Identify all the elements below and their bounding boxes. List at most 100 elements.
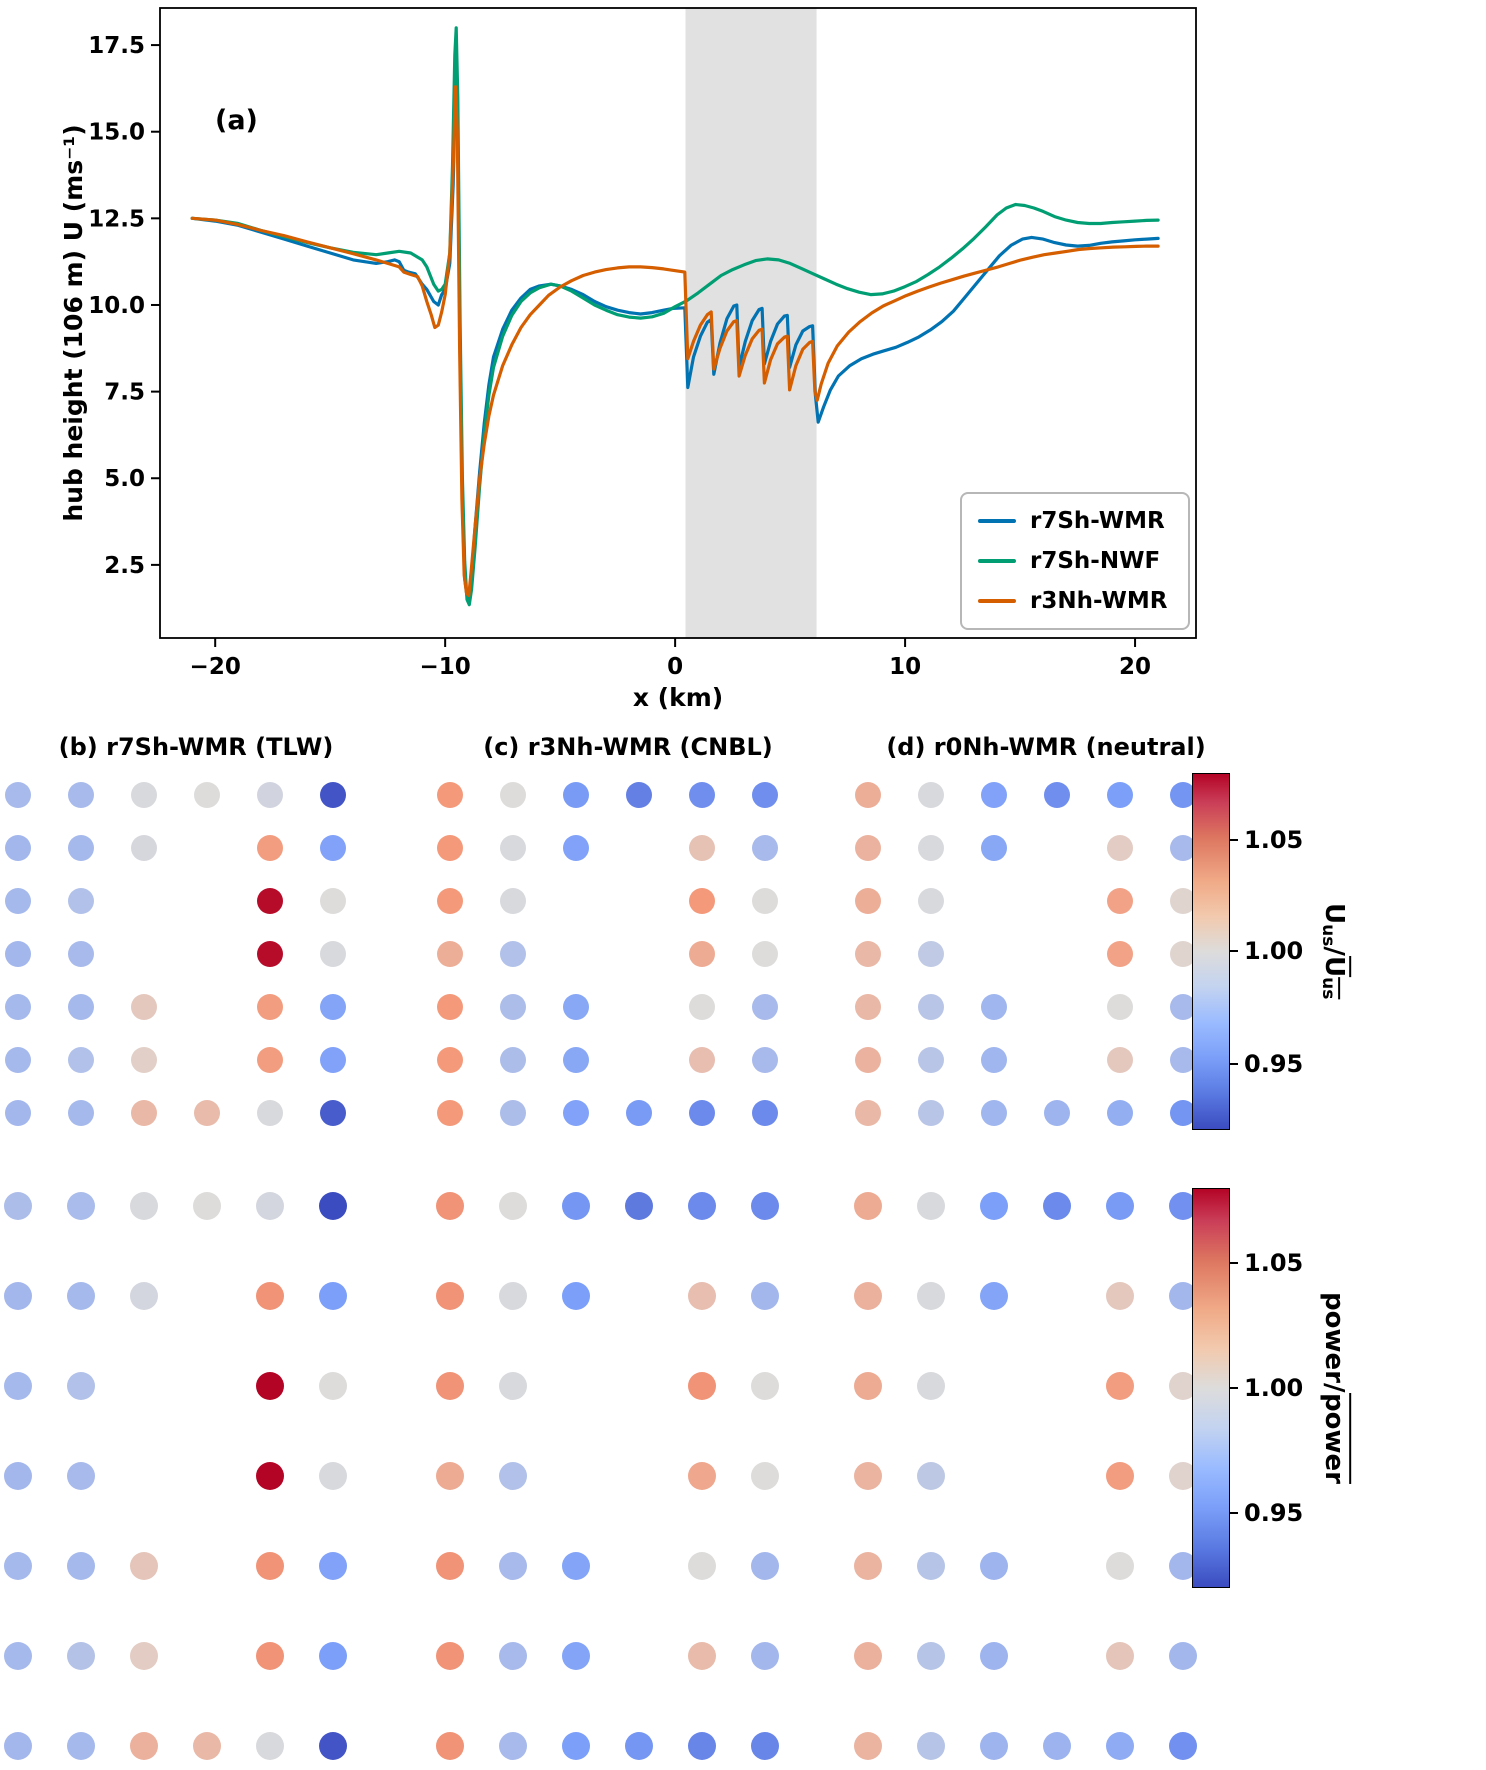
turbine-dot [752,941,778,967]
turbine-dot [855,941,881,967]
turbine-dot [499,1642,527,1670]
turbine-dot [131,782,157,808]
turbine-dot [918,888,944,914]
turbine-dot [751,1372,779,1400]
turbine-dot [917,1282,945,1310]
legend-entry: r3Nh-WMR [978,588,1172,614]
turbine-dot [319,1372,347,1400]
turbine-dot [499,1282,527,1310]
turbine-dot [436,1192,464,1220]
turbine-dot [320,888,346,914]
y-tick-label: 10.0 [88,293,145,319]
turbine-dot [625,1192,653,1220]
turbine-dot [130,1282,158,1310]
turbine-dot [256,1732,284,1760]
turbine-dot [436,1732,464,1760]
turbine-dot [499,1192,527,1220]
turbine-dot [688,1282,716,1310]
turbine-dot [1169,1732,1197,1760]
turbine-dot [320,835,346,861]
turbine-dot [751,1282,779,1310]
turbine-dot [1170,782,1196,808]
turbine-dot [918,835,944,861]
turbine-dot [193,1732,221,1760]
turbine-dot [855,1047,881,1073]
turbine-dot [319,1462,347,1490]
turbine-dot [1170,941,1196,967]
turbine-dot [319,1732,347,1760]
colorbar-tick: 0.95 [1244,1499,1304,1527]
turbine-dot [980,1732,1008,1760]
legend-entry: r7Sh-NWF [978,548,1172,574]
turbine-dot [1169,1642,1197,1670]
turbine-dot [131,835,157,861]
turbine-dot [1106,1192,1134,1220]
turbine-dot [320,994,346,1020]
turbine-dot [563,835,589,861]
turbine-dot [1106,1372,1134,1400]
turbine-dot [980,1192,1008,1220]
turbine-dot [689,888,715,914]
scatter-panel-d-velocity [855,782,1196,1126]
turbine-dot [1170,1047,1196,1073]
turbine-dot [257,1047,283,1073]
legend-entry: r7Sh-WMR [978,508,1172,534]
turbine-dot [500,888,526,914]
x-tick-label: −20 [190,654,241,680]
turbine-dot [917,1732,945,1760]
turbine-dot [131,994,157,1020]
turbine-dot [1107,1047,1133,1073]
turbine-dot [1043,1192,1071,1220]
series-line-r7Sh-WMR [190,81,1160,600]
turbine-dot [1044,782,1070,808]
turbine-dot [436,1552,464,1580]
turbine-dot [499,1732,527,1760]
turbine-dot [855,835,881,861]
turbine-dot [1170,835,1196,861]
turbine-dot [1107,888,1133,914]
turbine-dot [751,1552,779,1580]
turbine-dot [4,1282,32,1310]
turbine-dot [751,1642,779,1670]
turbine-dot [1169,1462,1197,1490]
turbine-dot [562,1642,590,1670]
panel-a-label: (a) [215,105,258,136]
turbine-dot [562,1732,590,1760]
turbine-dot [917,1192,945,1220]
turbine-dot [1106,1282,1134,1310]
turbine-dot [4,1462,32,1490]
turbine-dot [1106,1552,1134,1580]
turbine-dot [500,1047,526,1073]
turbine-dot [437,835,463,861]
turbine-dot [256,1552,284,1580]
turbine-dot [689,1047,715,1073]
y-tick-label: 7.5 [104,380,145,406]
turbine-dot [688,1192,716,1220]
turbine-dot [436,1282,464,1310]
turbine-dot [981,782,1007,808]
turbine-dot [1107,782,1133,808]
turbine-dot [688,1642,716,1670]
colorbar-tick: 1.05 [1244,1249,1304,1277]
turbine-dot [918,1100,944,1126]
turbine-dot [688,1462,716,1490]
legend-line-swatch [978,599,1016,603]
x-tick-label: 20 [1119,654,1151,680]
turbine-dot [500,835,526,861]
turbine-dot [131,1047,157,1073]
plot-frame [159,7,1197,639]
turbine-dot [256,1192,284,1220]
turbine-dot [855,888,881,914]
turbine-dot [918,782,944,808]
turbine-dot [752,1047,778,1073]
turbine-dot [688,1732,716,1760]
turbine-dot [854,1282,882,1310]
x-axis-label: x (km) [633,683,723,712]
turbine-dot [980,1552,1008,1580]
scatter-panel-b-power [4,1192,347,1760]
turbine-dot [257,782,283,808]
turbine-dot [980,1282,1008,1310]
turbine-dot [1170,994,1196,1020]
turbine-dot [1107,835,1133,861]
turbine-dot [4,1192,32,1220]
